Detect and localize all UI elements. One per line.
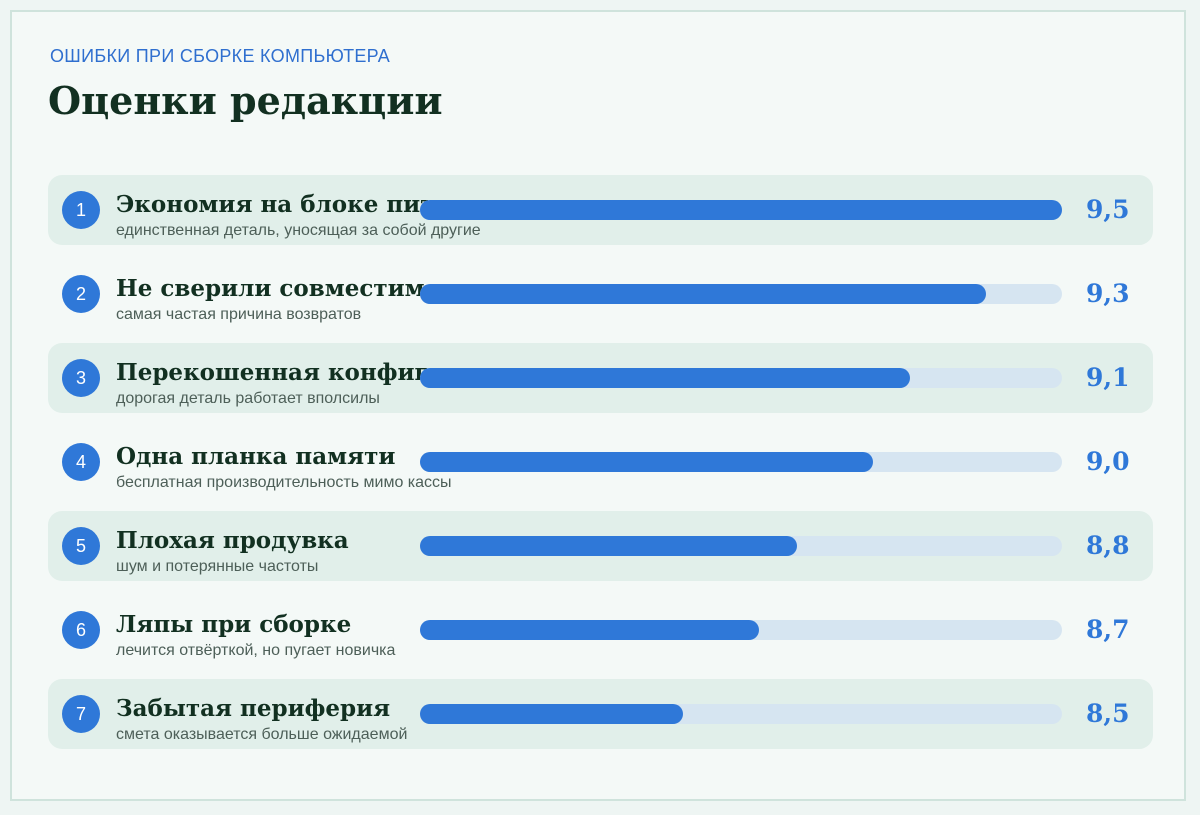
row-description: единственная деталь, уносящая за собой д… xyxy=(116,222,481,239)
bar-track xyxy=(420,368,1062,388)
bar-fill xyxy=(420,704,683,724)
row-description: шум и потерянные частоты xyxy=(116,558,319,575)
rank-badge: 3 xyxy=(62,359,100,397)
chart-card: ОШИБКИ ПРИ СБОРКЕ КОМПЬЮТЕРА Оценки реда… xyxy=(10,10,1186,801)
bar-fill xyxy=(420,536,797,556)
rank-badge: 6 xyxy=(62,611,100,649)
row-label: Одна планка памяти xyxy=(116,443,396,470)
rank-badge: 7 xyxy=(62,695,100,733)
score-label: 9,3 xyxy=(1086,279,1130,308)
chart-kicker: ОШИБКИ ПРИ СБОРКЕ КОМПЬЮТЕРА xyxy=(50,46,391,66)
ranking-row: 2 Не сверили совместимость самая частая пр… xyxy=(48,259,1153,329)
score-label: 9,1 xyxy=(1086,363,1130,392)
bar-fill xyxy=(420,620,759,640)
bar-fill xyxy=(420,284,986,304)
ranking-row: 4 Одна планка памяти бесплатная производит… xyxy=(48,427,1153,497)
row-label: Экономия на блоке питания xyxy=(116,191,428,218)
bar-track xyxy=(420,284,1062,304)
bar-fill xyxy=(420,452,873,472)
rank-badge: 2 xyxy=(62,275,100,313)
score-label: 8,7 xyxy=(1086,615,1130,644)
ranking-list: 1 Экономия на блоке питания единственная д… xyxy=(48,175,1153,763)
ranking-row: 5 Плохая продувка шум и потерянные частоты… xyxy=(48,511,1153,581)
row-description: лечится отвёрткой, но пугает новичка xyxy=(116,642,396,659)
row-description: бесплатная производительность мимо кассы xyxy=(116,474,452,491)
score-label: 9,5 xyxy=(1086,195,1130,224)
row-description: дорогая деталь работает вполсилы xyxy=(116,390,380,407)
row-description: самая частая причина возвратов xyxy=(116,306,362,323)
ranking-row: 7 Забытая периферия смета оказывается боль… xyxy=(48,679,1153,749)
bar-track xyxy=(420,452,1062,472)
row-label: Не сверили совместимость xyxy=(116,275,428,302)
bar-track xyxy=(420,620,1062,640)
row-label: Забытая периферия xyxy=(116,695,391,722)
bar-track xyxy=(420,704,1062,724)
chart-title: Оценки редакции xyxy=(48,78,443,123)
ranking-row: 6 Ляпы при сборке лечится отвёрткой, но пу… xyxy=(48,595,1153,665)
row-label: Ляпы при сборке xyxy=(116,611,352,638)
ranking-row: 1 Экономия на блоке питания единственная д… xyxy=(48,175,1153,245)
row-label: Плохая продувка xyxy=(116,527,349,554)
bar-track xyxy=(420,200,1062,220)
rank-badge: 1 xyxy=(62,191,100,229)
rank-badge: 5 xyxy=(62,527,100,565)
bar-fill xyxy=(420,200,1062,220)
bar-track xyxy=(420,536,1062,556)
row-description: смета оказывается больше ожидаемой xyxy=(116,726,408,743)
score-label: 8,8 xyxy=(1086,531,1130,560)
bar-fill xyxy=(420,368,910,388)
score-label: 9,0 xyxy=(1086,447,1130,476)
rank-badge: 4 xyxy=(62,443,100,481)
row-label: Перекошенная конфигурация xyxy=(116,359,428,386)
ranking-row: 3 Перекошенная конфигурация дорогая деталь… xyxy=(48,343,1153,413)
score-label: 8,5 xyxy=(1086,699,1130,728)
